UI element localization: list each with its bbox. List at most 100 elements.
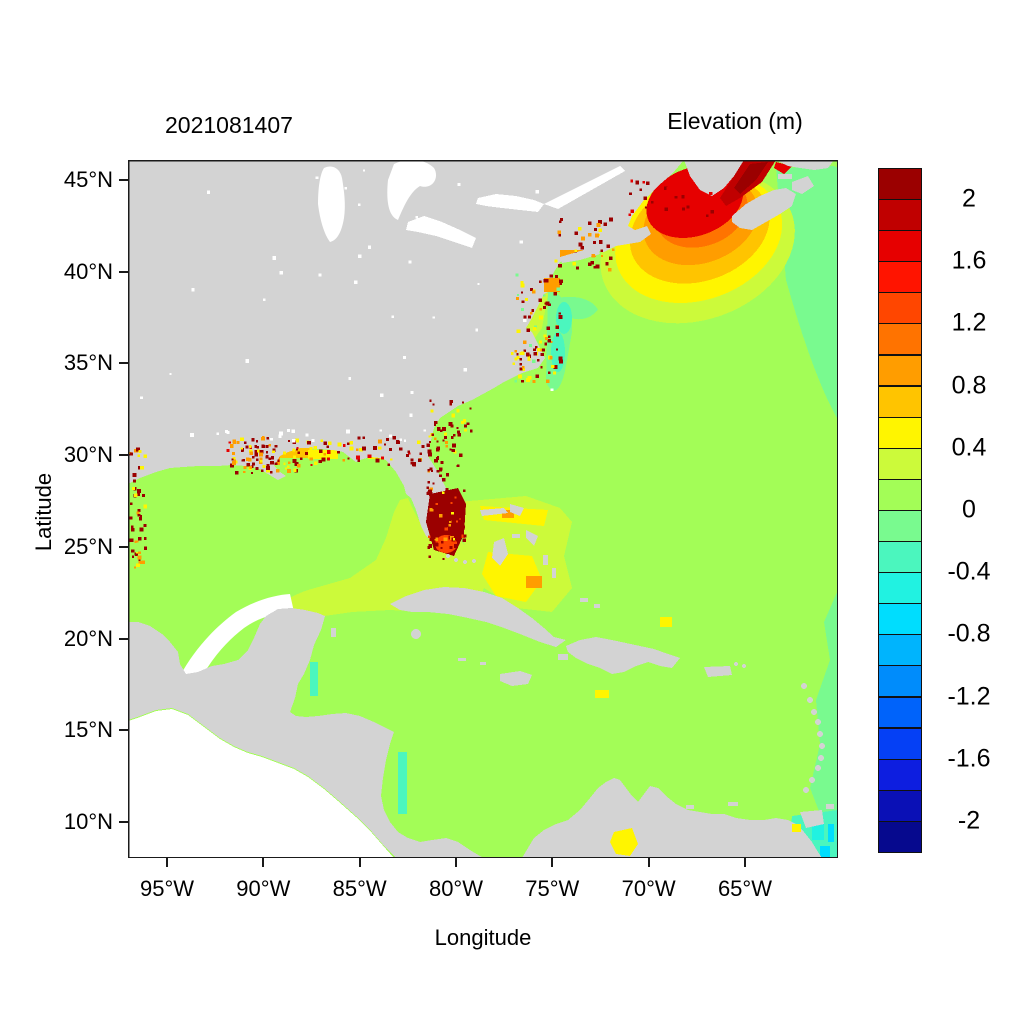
wet-dry-cell: [462, 525, 466, 529]
wet-dry-cell: [279, 270, 283, 275]
wet-dry-cell: [323, 441, 327, 445]
wet-dry-cell: [357, 436, 361, 440]
wet-dry-cell: [581, 236, 585, 241]
wet-dry-cell: [431, 501, 436, 506]
run-timestamp-title: 2021081407: [165, 112, 293, 138]
wet-dry-cell: [523, 349, 526, 352]
wet-dry-cell: [445, 488, 449, 492]
wet-dry-cell: [444, 527, 449, 531]
wet-dry-cell: [410, 391, 414, 395]
wet-dry-cell: [412, 462, 417, 467]
wet-dry-cell: [453, 434, 456, 437]
wet-dry-cell: [456, 489, 459, 492]
wet-dry-cell: [459, 506, 463, 510]
wet-dry-cell: [522, 340, 527, 345]
wet-dry-cell: [549, 274, 553, 278]
wet-dry-cell: [436, 507, 441, 512]
wet-dry-cell: [530, 288, 533, 291]
wet-dry-cell: [514, 380, 518, 383]
wet-dry-cell: [426, 491, 430, 495]
y-tick-mark: [119, 545, 128, 548]
wet-dry-cell: [439, 468, 442, 472]
y-tick-label: 45°N: [63, 167, 113, 192]
wet-dry-cell: [266, 463, 270, 467]
wet-dry-cell: [705, 214, 709, 218]
wet-dry-cell: [521, 300, 525, 304]
wet-dry-cell: [453, 489, 457, 492]
wet-dry-cell: [587, 221, 592, 226]
wet-dry-cell: [605, 262, 609, 266]
wet-dry-cell: [318, 273, 322, 277]
wet-dry-cell: [249, 449, 253, 453]
wet-dry-cell: [529, 311, 533, 315]
colorbar-cell: [878, 665, 922, 698]
wet-dry-cell: [274, 462, 278, 466]
wet-dry-cell: [255, 467, 259, 470]
wet-dry-cell: [512, 362, 515, 366]
wet-dry-cell: [519, 367, 523, 371]
colorbar-cell: [878, 230, 922, 263]
wet-dry-cell: [436, 469, 440, 473]
x-tick-mark: [743, 858, 746, 867]
land-masses: [128, 160, 834, 858]
wet-dry-cell: [136, 511, 140, 515]
wet-dry-cell: [522, 368, 526, 371]
wet-dry-cell: [453, 450, 457, 454]
wet-dry-cell: [427, 511, 431, 515]
wet-dry-cell: [407, 450, 411, 454]
wet-dry-cell: [682, 207, 686, 211]
wet-dry-cell: [452, 498, 456, 502]
x-tick-label: 95°W: [139, 876, 195, 901]
wet-dry-cell: [326, 445, 329, 449]
wet-dry-cell: [526, 328, 531, 333]
wet-dry-cell: [535, 346, 538, 349]
wet-dry-cell: [538, 298, 542, 302]
wet-dry-cell: [558, 312, 561, 315]
wet-dry-cell: [228, 441, 231, 444]
wet-dry-cell: [310, 463, 313, 467]
x-axis-title: Longitude: [434, 925, 532, 950]
wet-dry-cell: [245, 359, 250, 363]
wet-dry-cell: [463, 534, 467, 538]
wet-dry-cell: [518, 374, 522, 379]
wet-dry-cell: [457, 433, 462, 437]
wet-dry-cell: [380, 456, 384, 460]
wet-dry-cell: [314, 461, 318, 466]
wet-dry-cell: [663, 186, 668, 191]
wet-dry-cell: [437, 494, 442, 498]
wet-dry-cell: [226, 449, 230, 453]
wet-dry-cell: [266, 466, 270, 470]
wet-dry-cell: [133, 479, 137, 483]
wet-dry-cell: [534, 325, 538, 329]
wet-dry-cell: [423, 429, 426, 432]
wet-dry-cell: [305, 433, 309, 437]
wet-dry-cell: [450, 501, 453, 505]
colorbar-cell: [878, 478, 922, 511]
wet-dry-cell: [543, 306, 546, 309]
wet-dry-cell: [323, 453, 326, 456]
colorbar-tick-label: 1.2: [951, 308, 987, 337]
wet-dry-cell: [262, 436, 265, 439]
wet-dry-cell: [674, 195, 678, 199]
wet-dry-cell: [539, 308, 542, 311]
wet-dry-cell: [274, 444, 278, 448]
wet-dry-cell: [392, 436, 397, 440]
wet-dry-cell: [532, 379, 536, 384]
y-tick-label: 25°N: [63, 533, 113, 559]
map-plot-area: [128, 160, 838, 858]
wet-dry-cell: [430, 511, 434, 515]
wet-dry-cell: [451, 448, 455, 453]
wet-dry-cell: [643, 196, 647, 201]
wet-dry-cell: [609, 217, 614, 222]
wet-dry-cell: [441, 491, 445, 495]
wet-dry-cell: [590, 261, 594, 265]
wet-dry-cell: [409, 413, 413, 417]
wet-dry-cell: [600, 255, 603, 258]
wet-dry-cell: [250, 471, 254, 474]
wet-dry-cell: [300, 457, 303, 460]
wet-dry-cell: [516, 297, 520, 300]
wet-dry-cell: [231, 451, 235, 456]
wet-dry-cell: [523, 318, 527, 323]
coastal-wet-dry-cells: [128, 169, 714, 569]
colorbar-tick-label: -1.2: [947, 682, 991, 711]
